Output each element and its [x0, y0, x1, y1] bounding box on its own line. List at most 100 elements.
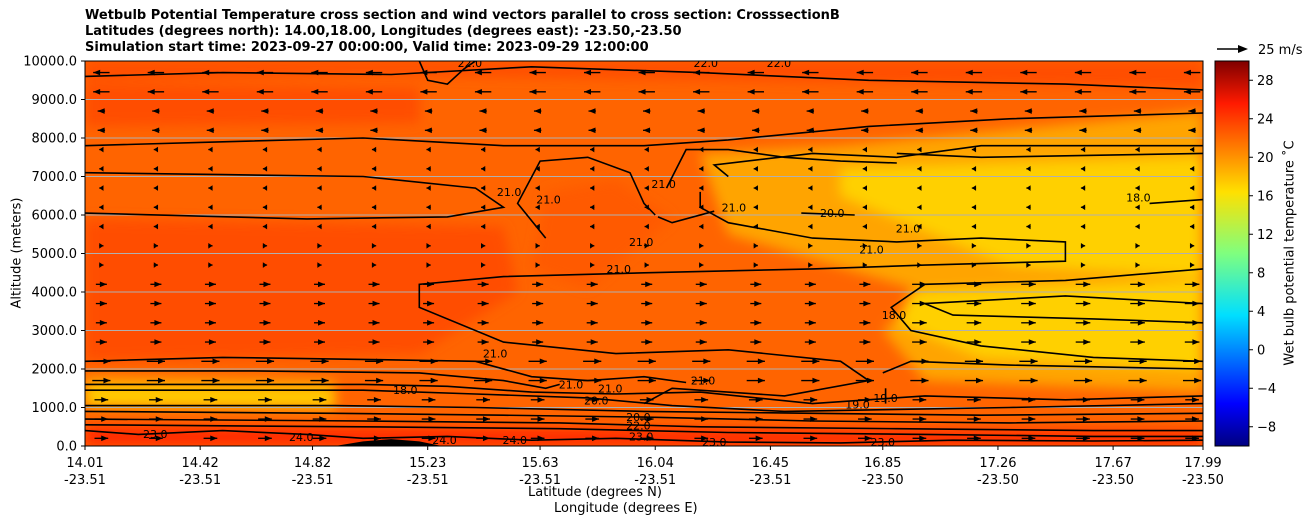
- wind-vector-head: [911, 69, 919, 76]
- wind-vector-head: [372, 281, 380, 288]
- wind-vector-head: [802, 69, 810, 76]
- wind-vector-head: [757, 358, 765, 365]
- wind-vector-head: [317, 204, 322, 211]
- contour-line: [657, 210, 715, 224]
- wind-vector-head: [371, 243, 377, 249]
- colorbar-tick-label: 16: [1257, 189, 1274, 204]
- wind-vector-head: [318, 339, 326, 345]
- wind-vector-head: [1135, 204, 1140, 211]
- wind-vector-head: [973, 435, 981, 442]
- wind-vector-head: [365, 89, 373, 95]
- wind-vector-head: [583, 69, 591, 76]
- wind-vector-head: [1026, 243, 1031, 249]
- wind-vector-head: [428, 416, 436, 422]
- wind-vector-head: [1189, 204, 1195, 211]
- wind-vector-head: [699, 339, 707, 345]
- contour-label: 21.0: [497, 186, 522, 199]
- region-center-warm: [531, 180, 673, 289]
- wind-vector-head: [420, 89, 428, 95]
- wind-vector-head: [1192, 339, 1200, 345]
- wind-vector-head: [212, 377, 220, 384]
- wind-vector-head: [480, 262, 486, 268]
- wind-vector-head: [1135, 223, 1140, 230]
- title-line-1: Wetbulb Potential Temperature cross sect…: [85, 8, 840, 23]
- wind-vector-head: [1028, 339, 1036, 345]
- wind-vector-head: [537, 435, 545, 442]
- wind-vector-head: [263, 320, 271, 326]
- wind-vector-head: [590, 300, 598, 307]
- wind-vector-head: [311, 89, 319, 95]
- wind-vector-head: [1191, 416, 1199, 422]
- wind-vector-head: [371, 262, 377, 268]
- wind-vector-head: [157, 358, 165, 365]
- wind-vector-head: [693, 89, 701, 95]
- wind-vector-head: [208, 243, 213, 249]
- wind-vector-head: [535, 262, 540, 268]
- wind-vector-head: [1026, 185, 1031, 191]
- wind-vector-head: [1189, 166, 1195, 172]
- wind-vector-head: [535, 146, 540, 153]
- wind-vector-head: [970, 108, 978, 114]
- wind-vector-head: [863, 281, 871, 288]
- contour-label: 22.0: [626, 420, 651, 433]
- wind-vector-head: [973, 397, 981, 403]
- contour-label: 21.0: [629, 236, 654, 249]
- wind-vector-head: [808, 281, 816, 288]
- wind-vector-head: [917, 262, 922, 268]
- wind-vector-head: [426, 262, 431, 268]
- wind-vector-head: [976, 358, 984, 365]
- wind-vector-head: [808, 223, 813, 230]
- wind-vector-head: [372, 320, 380, 326]
- wind-vector-head: [426, 166, 431, 172]
- wind-vector-head: [317, 243, 322, 249]
- wind-vector-head: [1030, 358, 1038, 365]
- wind-vector-head: [315, 127, 323, 134]
- wind-vector-head: [862, 262, 867, 268]
- wind-vector-head: [753, 243, 758, 249]
- wind-vector-head: [643, 127, 651, 134]
- wind-vector-head: [371, 223, 377, 230]
- y-tick-label: 4000.0: [32, 286, 78, 301]
- wind-vector-head: [638, 89, 646, 95]
- wind-vector-head: [262, 166, 268, 172]
- contour-label: 21.0: [483, 348, 508, 361]
- wind-vector-head: [590, 243, 595, 249]
- wind-vector-head: [1028, 416, 1036, 422]
- wind-vector-head: [590, 262, 595, 268]
- x-tick-label-lon: -23.51: [179, 473, 221, 488]
- wind-vector-head: [747, 69, 755, 76]
- wind-vector-head: [1129, 69, 1137, 76]
- terrain-bump: [335, 439, 442, 446]
- y-tick-label: 7000.0: [32, 170, 78, 185]
- x-tick-label-lat: 14.82: [294, 456, 331, 471]
- wind-vector-head: [1028, 397, 1036, 403]
- wind-vector-head: [480, 204, 486, 211]
- wind-vector-head: [154, 339, 162, 345]
- wind-vector-head: [862, 243, 867, 249]
- wind-vector-head: [481, 300, 489, 307]
- contour-line: [85, 356, 687, 384]
- wind-vector-head: [153, 243, 159, 249]
- wind-vector-head: [147, 69, 155, 76]
- wind-vector-head: [808, 243, 813, 249]
- wind-vector-head: [426, 185, 431, 191]
- wind-vector-head: [862, 185, 867, 191]
- contour-21-upper: [85, 112, 1203, 147]
- colorbar-label: Wet bulb potential temperature ˚C: [1282, 140, 1298, 366]
- wind-vector-head: [427, 300, 435, 307]
- colorbar-tick-label: −4: [1257, 382, 1276, 397]
- contour-line: [924, 295, 1203, 324]
- wind-vector-head: [261, 108, 269, 114]
- wind-vector-head: [697, 127, 705, 134]
- contour-label: 20.0: [584, 395, 609, 408]
- wind-vector-head: [808, 204, 813, 211]
- y-tick-label: 3000.0: [32, 324, 78, 339]
- wind-vector-head: [965, 89, 973, 95]
- wind-vector-head: [752, 108, 760, 114]
- wind-vector-head: [481, 281, 489, 288]
- wind-vector-head: [1189, 223, 1195, 230]
- wind-vector-head: [701, 397, 709, 403]
- wind-vector-head: [864, 435, 872, 442]
- wind-vector-head: [755, 397, 763, 403]
- wind-vector-head: [210, 416, 218, 422]
